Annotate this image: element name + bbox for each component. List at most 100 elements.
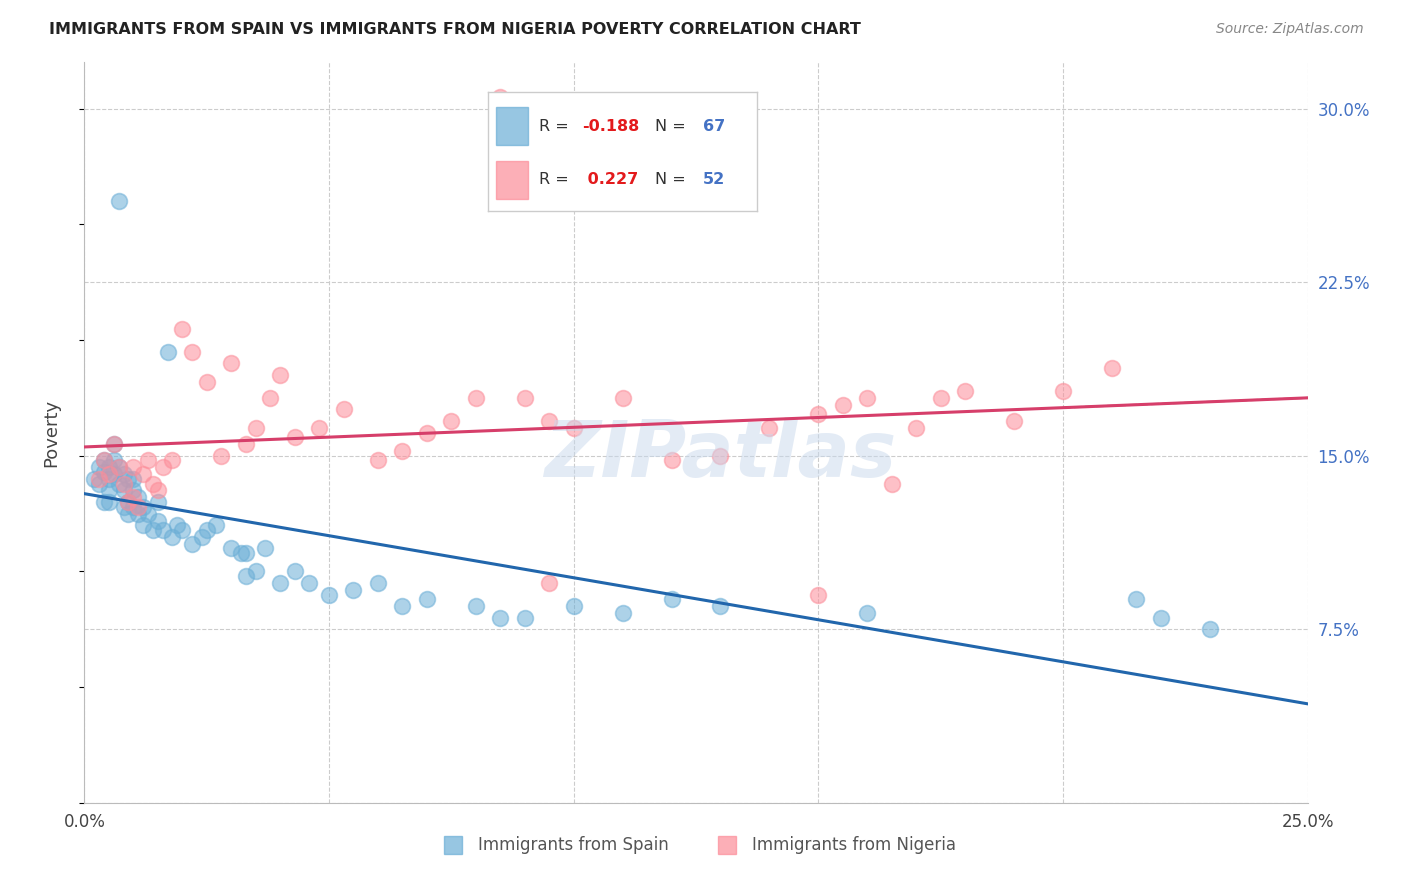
Point bbox=[117, 507, 139, 521]
Point bbox=[142, 476, 165, 491]
Point bbox=[562, 421, 585, 435]
Point bbox=[342, 582, 364, 597]
Point bbox=[953, 384, 976, 398]
Point bbox=[284, 565, 307, 579]
Point bbox=[112, 467, 135, 482]
Point bbox=[284, 430, 307, 444]
Point bbox=[205, 518, 228, 533]
Point bbox=[156, 344, 179, 359]
Point bbox=[538, 414, 561, 428]
Point bbox=[122, 483, 145, 498]
Point bbox=[107, 460, 129, 475]
Point bbox=[195, 375, 218, 389]
Point bbox=[758, 421, 780, 435]
Point bbox=[259, 391, 281, 405]
Text: IMMIGRANTS FROM SPAIN VS IMMIGRANTS FROM NIGERIA POVERTY CORRELATION CHART: IMMIGRANTS FROM SPAIN VS IMMIGRANTS FROM… bbox=[49, 22, 860, 37]
Point bbox=[235, 437, 257, 451]
Point bbox=[661, 453, 683, 467]
Point bbox=[269, 576, 291, 591]
Point bbox=[132, 467, 155, 482]
Point bbox=[298, 576, 321, 591]
Point bbox=[152, 460, 174, 475]
Point bbox=[245, 421, 267, 435]
Point bbox=[489, 610, 512, 624]
Point bbox=[709, 449, 731, 463]
Legend: Immigrants from Spain, Immigrants from Nigeria: Immigrants from Spain, Immigrants from N… bbox=[429, 830, 963, 861]
Point bbox=[807, 588, 830, 602]
Point bbox=[97, 460, 120, 475]
Point bbox=[122, 500, 145, 514]
Point bbox=[612, 391, 634, 405]
Point bbox=[416, 425, 439, 440]
Point bbox=[235, 569, 257, 583]
Point bbox=[612, 606, 634, 620]
Point bbox=[332, 402, 354, 417]
Point bbox=[93, 465, 115, 479]
Y-axis label: Poverty: Poverty bbox=[42, 399, 60, 467]
Point bbox=[1002, 414, 1025, 428]
Point bbox=[122, 491, 145, 505]
Point bbox=[1052, 384, 1074, 398]
Point bbox=[367, 576, 389, 591]
Point bbox=[172, 321, 194, 335]
Point bbox=[117, 472, 139, 486]
Point bbox=[538, 576, 561, 591]
Point bbox=[1150, 610, 1173, 624]
Point bbox=[127, 500, 149, 514]
Point bbox=[807, 407, 830, 421]
Point bbox=[127, 507, 149, 521]
Point bbox=[152, 523, 174, 537]
Point bbox=[142, 523, 165, 537]
Point bbox=[97, 472, 120, 486]
Point bbox=[661, 592, 683, 607]
Point bbox=[103, 453, 125, 467]
Point bbox=[132, 518, 155, 533]
Point bbox=[416, 592, 439, 607]
Point bbox=[146, 495, 169, 509]
Point bbox=[103, 467, 125, 482]
Point bbox=[87, 460, 110, 475]
Point bbox=[87, 476, 110, 491]
Point bbox=[464, 391, 486, 405]
Point bbox=[929, 391, 952, 405]
Point bbox=[146, 514, 169, 528]
Point bbox=[107, 460, 129, 475]
Point bbox=[103, 437, 125, 451]
Point bbox=[112, 500, 135, 514]
Point bbox=[136, 507, 159, 521]
Point bbox=[83, 472, 105, 486]
Point bbox=[112, 483, 135, 498]
Point bbox=[195, 523, 218, 537]
Point bbox=[162, 530, 184, 544]
Point bbox=[464, 599, 486, 614]
Point bbox=[93, 453, 115, 467]
Point bbox=[117, 495, 139, 509]
Text: ZIPatlas: ZIPatlas bbox=[544, 417, 897, 493]
Point bbox=[513, 391, 536, 405]
Point bbox=[191, 530, 214, 544]
Text: Source: ZipAtlas.com: Source: ZipAtlas.com bbox=[1216, 22, 1364, 37]
Point bbox=[172, 523, 194, 537]
Point bbox=[112, 476, 135, 491]
Point bbox=[219, 356, 242, 370]
Point bbox=[209, 449, 232, 463]
Point bbox=[489, 90, 512, 104]
Point bbox=[880, 476, 903, 491]
Point bbox=[856, 606, 879, 620]
Point bbox=[367, 453, 389, 467]
Point bbox=[132, 500, 155, 514]
Point bbox=[391, 444, 413, 458]
Point bbox=[122, 460, 145, 475]
Point bbox=[254, 541, 277, 556]
Point bbox=[856, 391, 879, 405]
Point bbox=[93, 495, 115, 509]
Point bbox=[107, 476, 129, 491]
Point bbox=[87, 472, 110, 486]
Point bbox=[136, 453, 159, 467]
Point bbox=[219, 541, 242, 556]
Point bbox=[235, 546, 257, 560]
Point bbox=[308, 421, 330, 435]
Point bbox=[97, 483, 120, 498]
Point bbox=[1125, 592, 1147, 607]
Point bbox=[318, 588, 340, 602]
